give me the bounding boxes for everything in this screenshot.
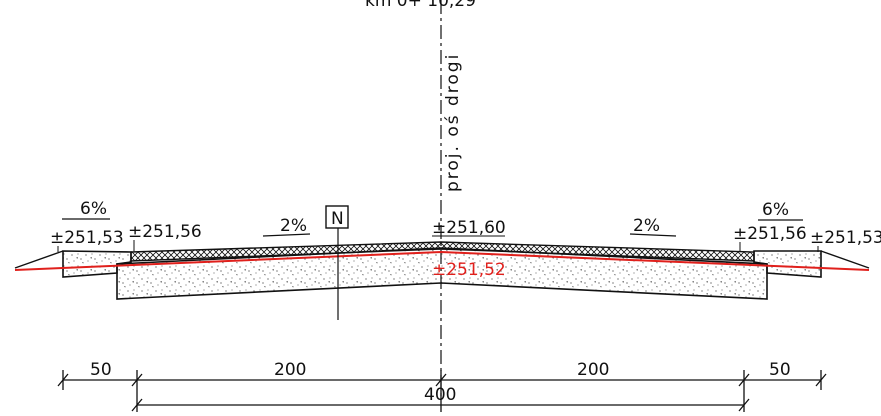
elevation-right-edge: ±251,56 — [733, 224, 807, 244]
elevation-right-outer: ±251,53 — [810, 228, 881, 248]
road-axis-label: proj. oś drogi — [443, 53, 463, 192]
dimension-left-lane: 200 — [274, 360, 306, 380]
dimension-right-shoulder: 50 — [769, 360, 791, 380]
road-sign-label: N — [331, 209, 344, 229]
dimension-total: 400 — [424, 385, 456, 405]
right-road-slope-arrow — [629, 233, 677, 237]
dimension-left-shoulder: 50 — [90, 360, 112, 380]
dimension-ticks — [57, 370, 827, 412]
asphalt-layer — [130, 241, 755, 262]
left-slope-line — [14, 250, 64, 269]
elevation-left-edge: ±251,56 — [128, 222, 202, 242]
road-sign-box — [325, 205, 349, 229]
existing-terrain-line — [14, 250, 870, 271]
dimension-right-lane: 200 — [577, 360, 609, 380]
right-road-slope: 2% — [633, 216, 660, 236]
right-slope-line — [820, 250, 870, 269]
elevation-center-top: ±251,60 — [432, 218, 506, 238]
elevation-center-existing: ±251,52 — [432, 260, 506, 280]
left-shoulder-slope: 6% — [80, 199, 107, 219]
header-chainage-text: km 0+ 10,29 — [365, 0, 476, 11]
left-road-slope-arrow — [262, 233, 311, 237]
right-shoulder-slope: 6% — [762, 200, 789, 220]
left-road-slope: 2% — [280, 216, 307, 236]
elevation-left-outer: ±251,53 — [50, 228, 124, 248]
